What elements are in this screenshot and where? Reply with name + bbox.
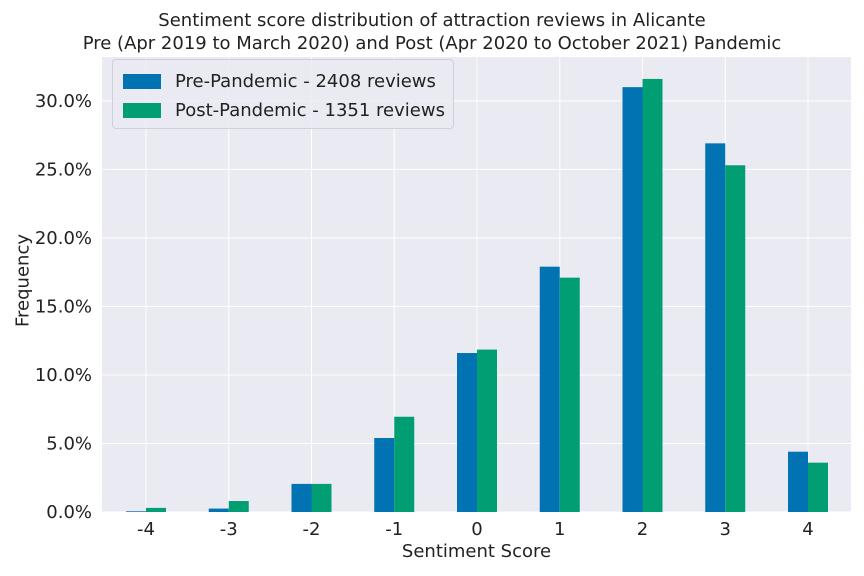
x-axis-label: Sentiment Score (401, 541, 552, 562)
legend-label-post: Post-Pandemic - 1351 reviews (175, 99, 445, 121)
chart-title: Sentiment score distribution of attracti… (158, 10, 706, 31)
x-tick-label: 3 (720, 519, 731, 540)
legend: Pre-Pandemic - 2408 reviews Post-Pandemi… (112, 59, 454, 129)
y-tick-label: 30.0% (35, 91, 92, 112)
y-tick-label: 0.0% (46, 502, 92, 523)
y-axis-label: Frequency (12, 234, 34, 327)
bar-post-2 (642, 78, 663, 513)
y-tick-label: 10.0% (35, 365, 92, 386)
bar-pre-3 (705, 143, 726, 512)
bar-post--3 (228, 501, 249, 512)
bar-post--4 (146, 507, 166, 512)
bar-pre-2 (622, 87, 643, 512)
x-axis-ticks: -4 -3 -2 -1 0 1 2 3 4 (137, 519, 814, 540)
bar-pre--1 (374, 437, 395, 512)
legend-swatch-post (123, 102, 161, 118)
bar-post--2 (311, 483, 332, 512)
legend-label-pre: Pre-Pandemic - 2408 reviews (175, 70, 436, 92)
x-tick-label: 2 (637, 519, 648, 540)
y-axis-ticks: 0.0% 5.0% 10.0% 15.0% 20.0% 25.0% 30.0% (35, 91, 92, 523)
bar-group (126, 78, 828, 513)
bar-post-0 (477, 349, 497, 512)
x-tick-label: 4 (802, 519, 813, 540)
bar-post-3 (725, 165, 746, 512)
legend-swatch-pre (123, 73, 161, 89)
bar-post-1 (559, 277, 580, 512)
x-tick-label: 0 (471, 519, 482, 540)
bar-pre--2 (291, 483, 312, 512)
x-tick-label: -2 (303, 519, 321, 540)
x-tick-label: -1 (385, 519, 403, 540)
y-tick-label: 25.0% (35, 159, 92, 180)
bar-post--1 (394, 416, 415, 512)
y-tick-label: 15.0% (35, 296, 92, 317)
bar-pre--4 (126, 511, 146, 512)
x-tick-label: -4 (137, 519, 155, 540)
legend-item-pre: Pre-Pandemic - 2408 reviews (123, 69, 436, 93)
x-tick-label: -3 (220, 519, 238, 540)
chart-subtitle: Pre (Apr 2019 to March 2020) and Post (A… (82, 33, 782, 54)
legend-item-post: Post-Pandemic - 1351 reviews (123, 98, 445, 122)
bar-pre-4 (788, 451, 808, 512)
bar-pre-0 (457, 353, 477, 512)
bar-pre--3 (208, 508, 229, 512)
y-tick-label: 5.0% (46, 433, 92, 454)
bar-pre-1 (539, 266, 560, 512)
x-tick-label: 1 (554, 519, 565, 540)
y-tick-label: 20.0% (35, 228, 92, 249)
bar-post-4 (808, 462, 828, 512)
